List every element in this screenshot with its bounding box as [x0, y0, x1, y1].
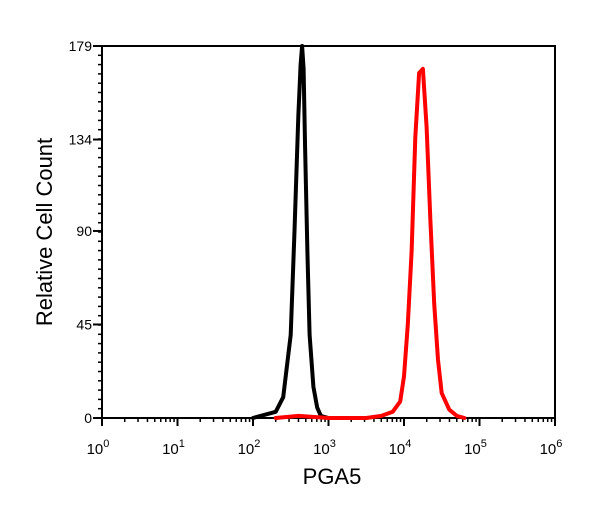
y-axis-ticks: 0 45 90 134 179 [69, 38, 102, 426]
x-tick-exponent: 4 [405, 438, 411, 450]
plot-area [101, 45, 556, 419]
x-tick-label: 102 [238, 438, 261, 458]
x-tick-label: 105 [464, 438, 487, 458]
x-tick-label: 104 [389, 438, 412, 458]
x-axis-title: PGA5 [303, 464, 362, 489]
series-group [251, 44, 467, 420]
y-tick-label: 134 [69, 132, 93, 148]
y-tick-label: 0 [84, 410, 92, 426]
x-axis-ticks: 100 101 102 103 104 105 106 [87, 418, 563, 458]
x-tick-exponent: 5 [481, 438, 487, 450]
y-tick-label: 90 [76, 223, 92, 239]
x-tick-label: 101 [162, 438, 185, 458]
y-tick-label: 45 [76, 316, 92, 332]
x-tick-exponent: 1 [179, 438, 185, 450]
series-line-2 [273, 66, 467, 420]
x-tick-label: 106 [540, 438, 563, 458]
y-axis-title: Relative Cell Count [32, 138, 57, 326]
x-tick-label: 103 [313, 438, 336, 458]
x-tick-exponent: 2 [254, 438, 260, 450]
plot-frame [101, 45, 556, 419]
x-tick-label: 100 [87, 438, 110, 458]
x-tick-exponent: 0 [103, 438, 109, 450]
x-tick-exponent: 3 [330, 438, 336, 450]
y-tick-label: 179 [69, 38, 93, 54]
series-line-1 [251, 44, 331, 420]
x-tick-exponent: 6 [556, 438, 562, 450]
